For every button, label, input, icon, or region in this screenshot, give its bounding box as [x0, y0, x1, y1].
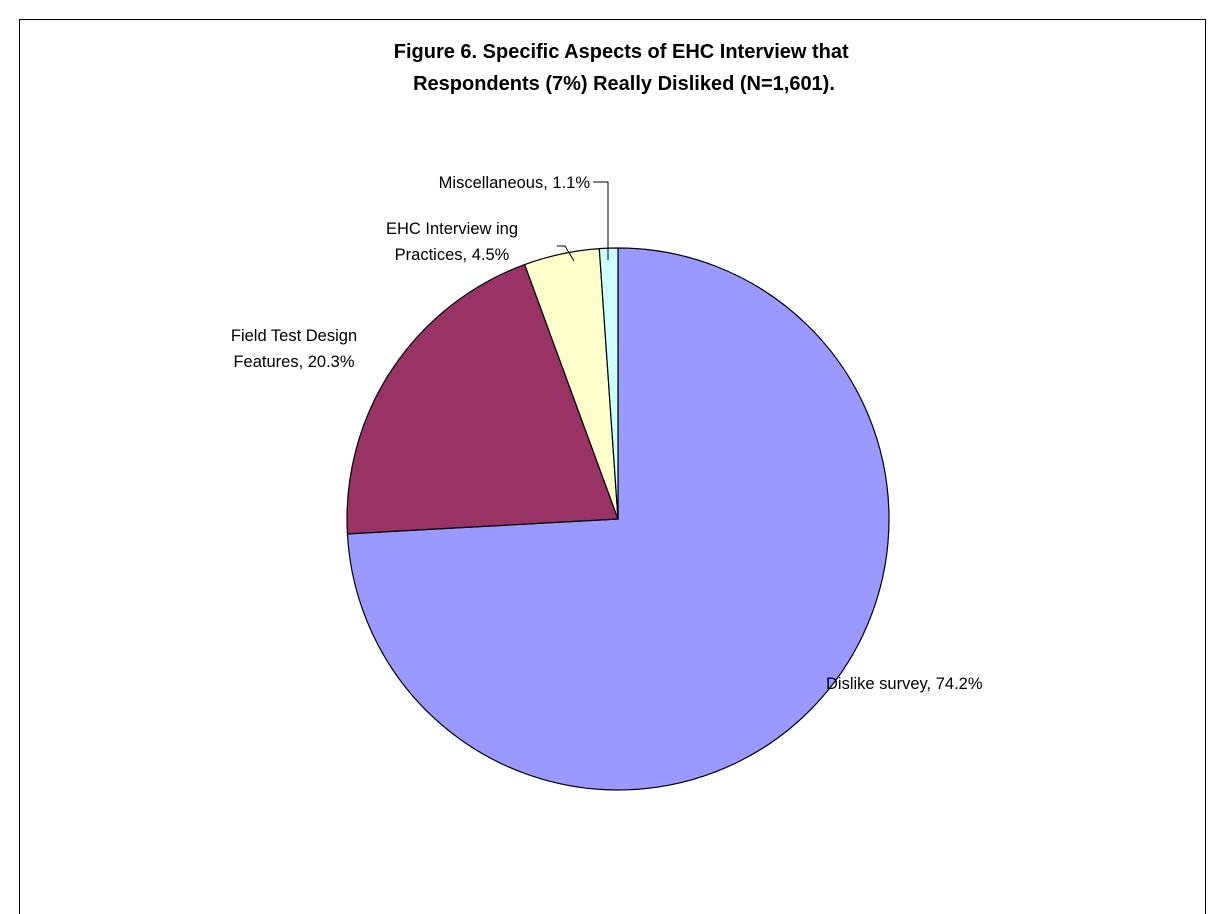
pie-slice-miscellaneous: [598, 247, 619, 520]
slice-label-miscellaneous: Miscellaneous, 1.1%: [439, 174, 591, 192]
leader-line-miscellaneous: [593, 181, 609, 260]
slice-label-field-test-design-features: Field Test Design Features, 20.3%: [231, 327, 357, 371]
slice-label-line: Features, 20.3%: [233, 353, 354, 371]
chart-border: [19, 19, 1206, 914]
slice-label-line: EHC Interview ing: [386, 220, 518, 238]
slice-label-line: Miscellaneous, 1.1%: [439, 174, 591, 192]
leader-lines: [557, 181, 609, 262]
slice-labels: Dislike survey, 74.2% Field Test Design Fe…: [231, 174, 983, 693]
slice-label-line: Practices, 4.5%: [395, 246, 510, 264]
chart-title-line-2: Respondents (7%) Really Disliked (N=1,60…: [413, 73, 835, 95]
pie-slices: [346, 247, 890, 791]
pie-slice-field-test-design-features: [346, 263, 619, 535]
chart-title-line-1: Figure 6. Specific Aspects of EHC Interv…: [394, 41, 849, 63]
slice-label-ehc-interviewing-practices: EHC Interview ing Practices, 4.5%: [386, 220, 518, 264]
chart-title: Figure 6. Specific Aspects of EHC Interv…: [394, 41, 854, 95]
slice-label-line: Dislike survey, 74.2%: [826, 675, 983, 693]
slice-label-line: Field Test Design: [231, 327, 357, 345]
leader-line-ehc-interviewing-practices: [557, 245, 575, 262]
slice-label-dislike-survey: Dislike survey, 74.2%: [826, 675, 983, 693]
